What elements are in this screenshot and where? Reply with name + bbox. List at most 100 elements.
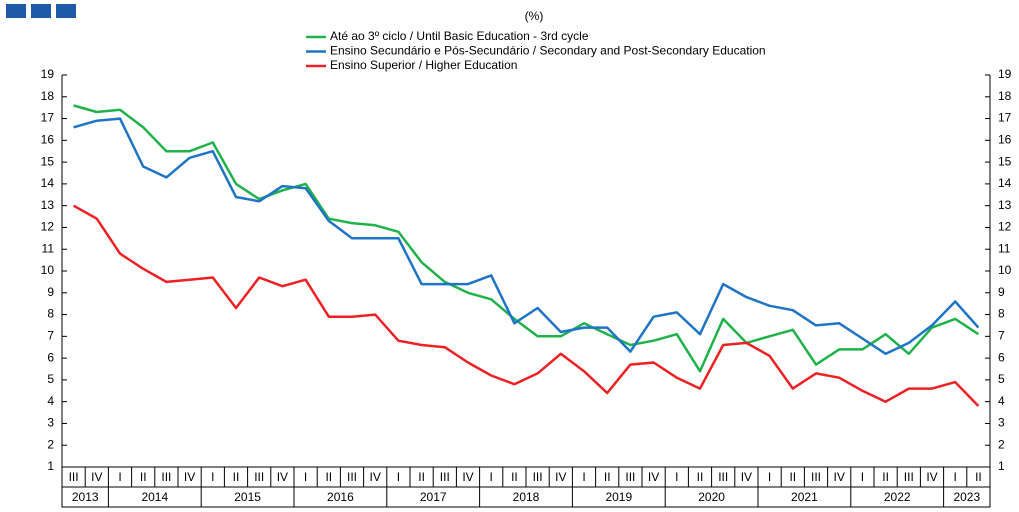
x-tick-label: I bbox=[861, 470, 864, 484]
x-tick-label: II bbox=[233, 470, 240, 484]
x-tick-label: I bbox=[118, 470, 121, 484]
x-tick-label: III bbox=[533, 470, 543, 484]
year-label: 2015 bbox=[234, 490, 261, 504]
x-tick-label: III bbox=[347, 470, 357, 484]
y2-tick-label: 15 bbox=[998, 154, 1012, 168]
x-tick-label: IV bbox=[184, 470, 195, 484]
y2-tick-label: 8 bbox=[998, 307, 1005, 321]
x-tick-label: I bbox=[954, 470, 957, 484]
x-tick-label: I bbox=[768, 470, 771, 484]
y2-tick-label: 17 bbox=[998, 111, 1012, 125]
logo-block bbox=[56, 4, 76, 18]
x-tick-label: III bbox=[254, 470, 264, 484]
y-tick-label: 15 bbox=[41, 154, 55, 168]
x-tick-label: IV bbox=[834, 470, 845, 484]
y-tick-label: 12 bbox=[41, 220, 55, 234]
y2-tick-label: 19 bbox=[998, 67, 1012, 81]
x-tick-label: IV bbox=[741, 470, 752, 484]
x-tick-label: II bbox=[325, 470, 332, 484]
y-tick-label: 4 bbox=[47, 394, 54, 408]
y2-tick-label: 9 bbox=[998, 285, 1005, 299]
x-tick-label: II bbox=[975, 470, 982, 484]
x-tick-label: I bbox=[304, 470, 307, 484]
y-tick-label: 10 bbox=[41, 263, 55, 277]
y-tick-label: 16 bbox=[41, 133, 55, 147]
y2-tick-label: 3 bbox=[998, 416, 1005, 430]
y2-tick-label: 6 bbox=[998, 350, 1005, 364]
x-tick-label: III bbox=[625, 470, 635, 484]
y2-tick-label: 5 bbox=[998, 372, 1005, 386]
x-tick-label: II bbox=[140, 470, 147, 484]
y2-tick-label: 11 bbox=[998, 241, 1011, 255]
y2-tick-label: 18 bbox=[998, 89, 1012, 103]
year-label: 2014 bbox=[141, 490, 168, 504]
year-label: 2016 bbox=[327, 490, 354, 504]
x-tick-label: I bbox=[211, 470, 214, 484]
y-tick-label: 1 bbox=[47, 459, 54, 473]
legend-label: Até ao 3º ciclo / Until Basic Education … bbox=[330, 29, 589, 43]
x-tick-label: I bbox=[397, 470, 400, 484]
x-tick-label: IV bbox=[370, 470, 381, 484]
logo-block bbox=[6, 4, 26, 18]
x-tick-label: I bbox=[675, 470, 678, 484]
x-tick-label: II bbox=[418, 470, 425, 484]
x-tick-label: II bbox=[882, 470, 889, 484]
y2-tick-label: 2 bbox=[998, 437, 1005, 451]
y-tick-label: 19 bbox=[41, 67, 55, 81]
y-tick-label: 8 bbox=[47, 307, 54, 321]
series-line bbox=[72, 204, 980, 407]
x-tick-label: IV bbox=[926, 470, 937, 484]
y2-tick-label: 16 bbox=[998, 133, 1012, 147]
y-tick-label: 7 bbox=[47, 329, 54, 343]
y-tick-label: 6 bbox=[47, 350, 54, 364]
x-tick-label: II bbox=[789, 470, 796, 484]
y-tick-label: 14 bbox=[41, 176, 55, 190]
x-tick-label: IV bbox=[462, 470, 473, 484]
year-label: 2023 bbox=[953, 490, 980, 504]
y-tick-label: 17 bbox=[41, 111, 55, 125]
x-tick-label: IV bbox=[555, 470, 566, 484]
y2-tick-label: 10 bbox=[998, 263, 1012, 277]
x-tick-label: II bbox=[604, 470, 611, 484]
y2-tick-label: 4 bbox=[998, 394, 1005, 408]
x-tick-label: III bbox=[161, 470, 171, 484]
y-tick-label: 9 bbox=[47, 285, 54, 299]
y-tick-label: 3 bbox=[47, 416, 54, 430]
logo-block bbox=[31, 4, 51, 18]
x-tick-label: II bbox=[511, 470, 518, 484]
x-tick-label: III bbox=[69, 470, 79, 484]
x-tick-label: I bbox=[582, 470, 585, 484]
y-tick-label: 5 bbox=[47, 372, 54, 386]
year-label: 2013 bbox=[72, 490, 99, 504]
x-tick-label: IV bbox=[648, 470, 659, 484]
year-label: 2022 bbox=[884, 490, 911, 504]
y2-tick-label: 1 bbox=[998, 459, 1005, 473]
legend-label: Ensino Secundário e Pós-Secundário / Sec… bbox=[330, 44, 766, 58]
x-tick-label: II bbox=[697, 470, 704, 484]
x-tick-label: III bbox=[904, 470, 914, 484]
legend-label: Ensino Superior / Higher Education bbox=[330, 58, 517, 72]
x-tick-label: I bbox=[490, 470, 493, 484]
x-tick-label: III bbox=[718, 470, 728, 484]
year-label: 2017 bbox=[420, 490, 447, 504]
series-line bbox=[73, 104, 980, 373]
x-tick-label: IV bbox=[277, 470, 288, 484]
y2-tick-label: 7 bbox=[998, 329, 1005, 343]
year-label: 2020 bbox=[698, 490, 725, 504]
x-tick-label: IV bbox=[91, 470, 102, 484]
subtitle: (%) bbox=[525, 9, 544, 23]
series-line bbox=[73, 117, 980, 356]
y-tick-label: 11 bbox=[42, 241, 55, 255]
year-label: 2019 bbox=[605, 490, 632, 504]
y2-tick-label: 13 bbox=[998, 198, 1012, 212]
year-label: 2021 bbox=[791, 490, 818, 504]
y-tick-label: 13 bbox=[41, 198, 55, 212]
year-label: 2018 bbox=[513, 490, 540, 504]
y2-tick-label: 14 bbox=[998, 176, 1012, 190]
y2-tick-label: 12 bbox=[998, 220, 1012, 234]
x-tick-label: III bbox=[811, 470, 821, 484]
x-tick-label: III bbox=[440, 470, 450, 484]
y-tick-label: 2 bbox=[47, 437, 54, 451]
